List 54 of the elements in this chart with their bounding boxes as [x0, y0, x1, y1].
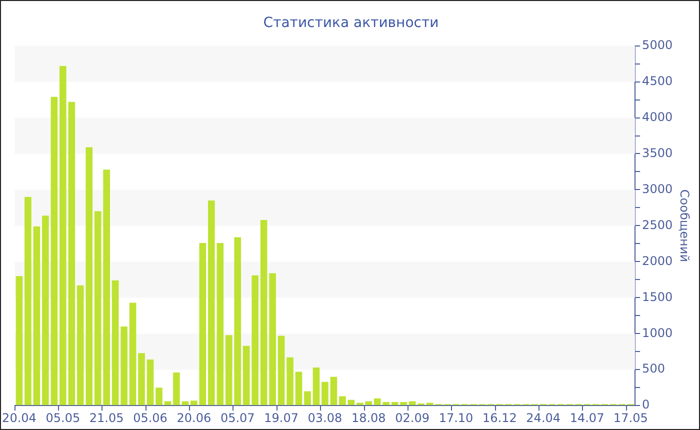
bar [304, 391, 311, 406]
bar [24, 196, 32, 406]
x-tick-label: 18.08 [351, 410, 386, 425]
y-tick-label: 4000 [642, 110, 673, 124]
y-tick-label: 5000 [642, 38, 673, 52]
bar [146, 360, 154, 406]
y-tick-label: 3000 [642, 182, 673, 196]
y-tick-label: 500 [642, 362, 665, 376]
x-tick-label: 24.04 [526, 410, 561, 425]
bar [322, 382, 328, 406]
x-tick-label: 05.05 [46, 410, 80, 425]
x-tick-label: 17.10 [438, 410, 474, 425]
bar [33, 226, 40, 406]
x-tick-label: 03.08 [308, 410, 342, 425]
bar [348, 400, 355, 406]
x-tick-label: 05.06 [133, 410, 168, 425]
bar [312, 367, 320, 406]
bar [156, 388, 162, 406]
bar [120, 326, 128, 406]
y-tick-label: 1500 [642, 290, 673, 304]
x-tick-label: 14.07 [570, 410, 604, 425]
chart-title: Статистика активности [263, 15, 439, 32]
bar [50, 96, 58, 406]
bar [138, 353, 145, 406]
bar [330, 376, 338, 406]
bar [295, 372, 302, 406]
bar [112, 280, 119, 406]
x-tick-label: 20.04 [2, 410, 36, 425]
x-tick-label: 17.05 [614, 410, 648, 425]
x-tick-label: 02.09 [395, 410, 430, 425]
bar [269, 273, 276, 406]
bar [16, 276, 23, 406]
y-tick-label: 0 [642, 398, 650, 412]
y-tick-label: 2000 [642, 254, 673, 268]
x-tick-label: 16.12 [482, 410, 517, 425]
x-tick-label: 20.06 [176, 410, 212, 425]
y-tick-label: 4500 [642, 74, 673, 88]
bar [199, 242, 206, 406]
bar [42, 216, 49, 406]
y-axis-title: Сообщений [678, 189, 692, 262]
y-tick-label: 1000 [642, 326, 673, 340]
bar [260, 220, 268, 406]
bar [173, 372, 180, 406]
bar [129, 302, 136, 406]
bar [190, 400, 198, 406]
x-tick-label: 19.07 [264, 410, 298, 425]
y-tick-label: 2500 [642, 218, 673, 232]
bar [286, 357, 294, 406]
x-tick-label: 21.05 [89, 410, 124, 425]
y-tick-label: 3500 [642, 146, 673, 160]
bar [339, 396, 346, 406]
bar [426, 402, 434, 406]
x-tick-label: 05.07 [220, 410, 255, 425]
bar [278, 336, 285, 406]
